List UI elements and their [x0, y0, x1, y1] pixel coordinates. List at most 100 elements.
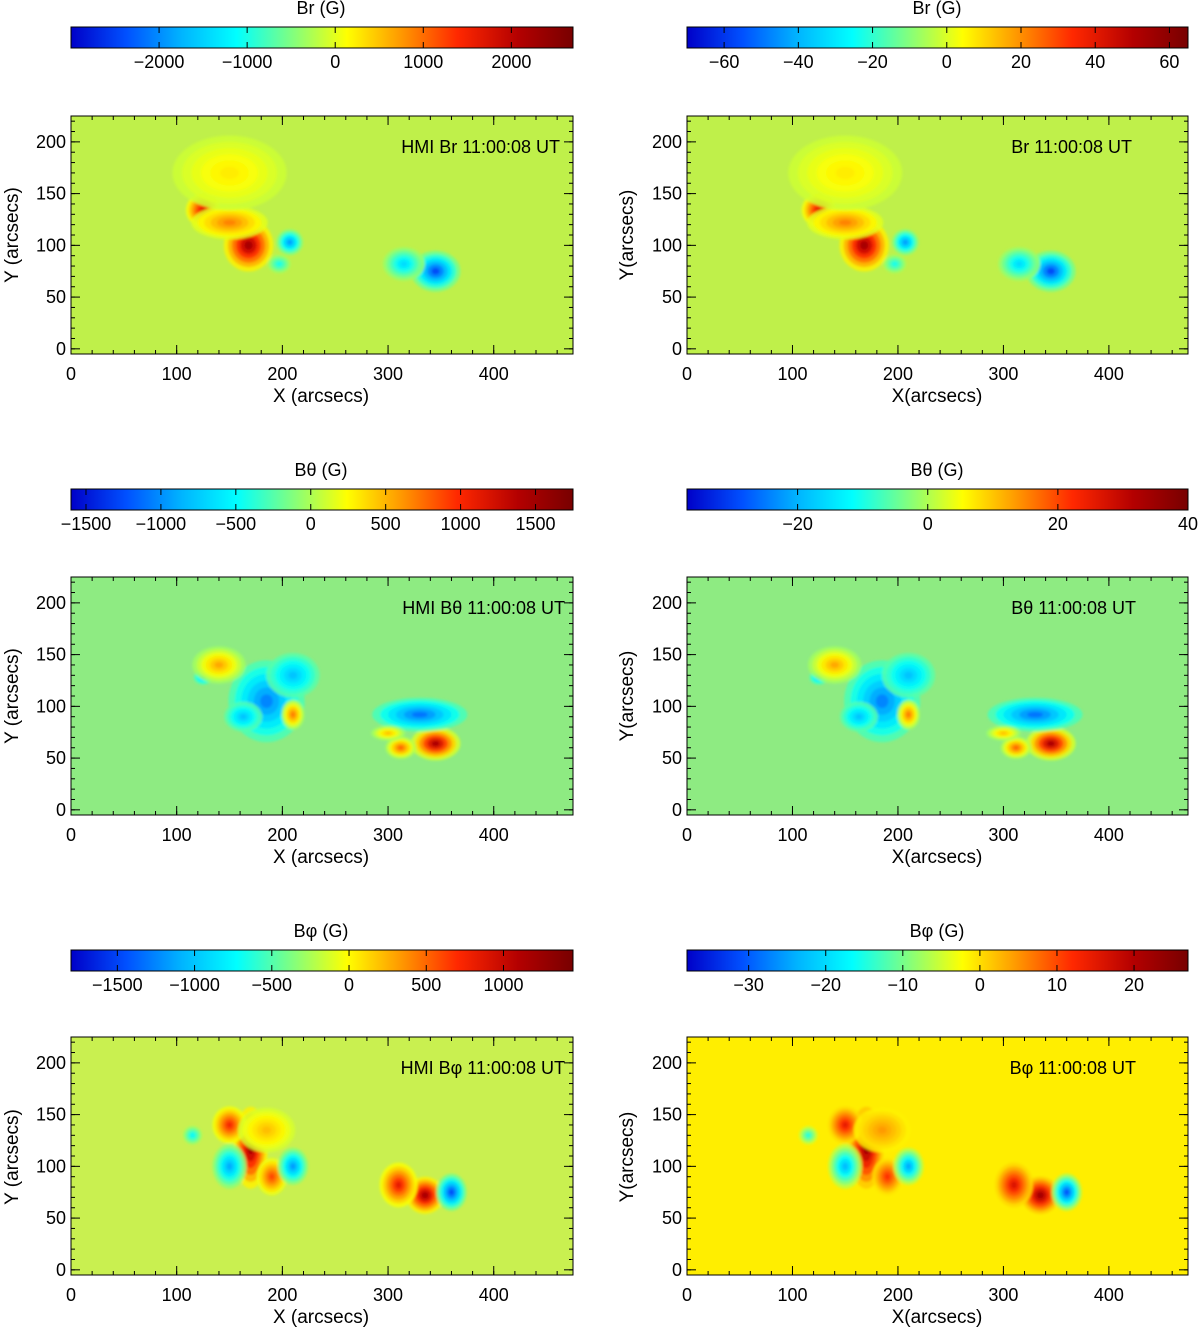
panel-annotation: Bφ 11:00:08 UT [1010, 1058, 1136, 1078]
y-tick-label: 0 [56, 339, 66, 359]
colorbar-label: Bθ (G) [294, 460, 347, 480]
positive-polarity-region [1013, 745, 1019, 750]
positive-polarity-region [838, 219, 852, 226]
x-tick-label: 300 [988, 825, 1018, 845]
positive-polarity-region [395, 1181, 402, 1189]
colorbar-tick-label: 0 [975, 975, 985, 995]
colorbar-gradient [70, 26, 574, 49]
y-tick-label: 0 [56, 1260, 66, 1280]
positive-polarity-region [1046, 740, 1055, 747]
positive-polarity-region [830, 661, 840, 669]
negative-polarity-region [288, 671, 298, 680]
x-tick-label: 200 [267, 1285, 297, 1305]
positive-polarity-region [860, 241, 869, 250]
positive-polarity-region [877, 1126, 887, 1134]
y-axis-label: Y(arcsecs) [617, 651, 638, 742]
y-axis-label: Y (arcsecs) [2, 1109, 23, 1205]
positive-polarity-region [291, 712, 295, 718]
x-tick-label: 0 [66, 825, 76, 845]
y-tick-label: 150 [652, 645, 682, 665]
y-tick-label: 100 [652, 1156, 682, 1176]
y-tick-label: 50 [662, 1208, 682, 1228]
y-tick-label: 50 [662, 748, 682, 768]
negative-polarity-region [431, 267, 440, 275]
x-tick-label: 200 [267, 364, 297, 384]
negative-polarity-region [240, 714, 247, 720]
positive-polarity-region [421, 1192, 429, 1199]
plot-area: 0 100 200 300 400 0 50 100 150 200 [652, 115, 1189, 384]
x-tick-label: 200 [883, 364, 913, 384]
x-tick-label: 100 [162, 825, 192, 845]
colorbar-tick-label: −60 [709, 52, 740, 72]
x-tick-label: 300 [373, 825, 403, 845]
colorbar-tick-label: 20 [1011, 52, 1031, 72]
panel-br: Br (G) −60 −40 −20 0 20 40 60 0 100 200 300 400 0 50… [617, 0, 1189, 407]
y-tick-label: 200 [652, 132, 682, 152]
negative-polarity-region [277, 262, 282, 266]
plot-background [71, 577, 573, 815]
field-structures [183, 1106, 467, 1214]
negative-polarity-region [875, 694, 889, 709]
positive-polarity-region [226, 1121, 233, 1129]
x-tick-label: 100 [162, 364, 192, 384]
y-tick-label: 50 [662, 287, 682, 307]
x-tick-label: 100 [777, 1285, 807, 1305]
positive-polarity-region [884, 1173, 890, 1180]
colorbar-tick-label: −1500 [92, 975, 143, 995]
positive-polarity-region [1037, 1192, 1044, 1199]
colorbar-tick-label: 1000 [441, 514, 481, 534]
plot-area: 0 100 200 300 400 0 50 100 150 200 [36, 576, 574, 845]
x-tick-label: 300 [988, 364, 1018, 384]
colorbar-tick-label: 20 [1048, 514, 1068, 534]
colorbar-tick-label: −20 [782, 514, 813, 534]
colorbar-tick-label: −2000 [134, 52, 185, 72]
colorbar-gradient [70, 488, 574, 511]
x-tick-label: 400 [1094, 825, 1124, 845]
y-tick-label: 50 [46, 1208, 66, 1228]
y-tick-label: 150 [36, 1105, 66, 1125]
y-tick-label: 100 [652, 696, 682, 716]
colorbar-tick-label: 0 [344, 975, 354, 995]
plot-area: 0 100 200 300 400 0 50 100 150 200 [36, 115, 574, 384]
y-tick-label: 200 [36, 593, 66, 613]
colorbar-label: Bφ (G) [294, 921, 349, 941]
positive-polarity-region [385, 732, 391, 735]
colorbar-tick-label: −20 [810, 975, 841, 995]
colorbar-label: Br (G) [297, 0, 346, 18]
plot-background [71, 1037, 573, 1275]
colorbar-tick-label: 2000 [491, 52, 531, 72]
x-tick-label: 0 [682, 825, 692, 845]
x-axis-label: X(arcsecs) [892, 847, 983, 868]
negative-polarity-region [190, 1133, 195, 1137]
negative-polarity-region [411, 711, 428, 718]
panel-bphi: Bφ (G) −30 −20 −10 0 10 20 0 100 200 300 400 0 50 10… [617, 921, 1189, 1328]
y-axis-label: Y (arcsecs) [2, 187, 23, 283]
x-axis-label: X(arcsecs) [892, 386, 983, 407]
colorbar: −20 0 20 40 [686, 488, 1198, 534]
negative-polarity-region [290, 1163, 296, 1170]
x-axis-label: X (arcsecs) [273, 847, 369, 868]
y-tick-label: 0 [56, 800, 66, 820]
colorbar-tick-label: 20 [1124, 975, 1144, 995]
y-tick-label: 0 [672, 800, 682, 820]
plot-background [687, 116, 1188, 354]
panel-annotation: HMI Bφ 11:00:08 UT [401, 1058, 565, 1078]
colorbar-tick-label: −20 [857, 52, 888, 72]
colorbar-tick-label: −500 [252, 975, 293, 995]
colorbar-tick-label: 1000 [483, 975, 523, 995]
positive-polarity-region [261, 1126, 272, 1134]
x-axis-label: X(arcsecs) [892, 1307, 983, 1328]
negative-polarity-region [1027, 711, 1043, 718]
colorbar-tick-label: 40 [1085, 52, 1105, 72]
y-tick-label: 150 [36, 184, 66, 204]
colorbar-tick-label: −1000 [222, 52, 273, 72]
y-tick-label: 50 [46, 748, 66, 768]
negative-polarity-region [400, 261, 408, 267]
x-axis-label: X (arcsecs) [273, 1307, 369, 1328]
colorbar-label: Bθ (G) [910, 460, 963, 480]
colorbar-tick-label: 1000 [403, 52, 443, 72]
colorbar-tick-label: −30 [733, 975, 764, 995]
colorbar: −1500 −1000 −500 0 500 1000 1500 [61, 488, 574, 534]
x-tick-label: 400 [479, 364, 509, 384]
